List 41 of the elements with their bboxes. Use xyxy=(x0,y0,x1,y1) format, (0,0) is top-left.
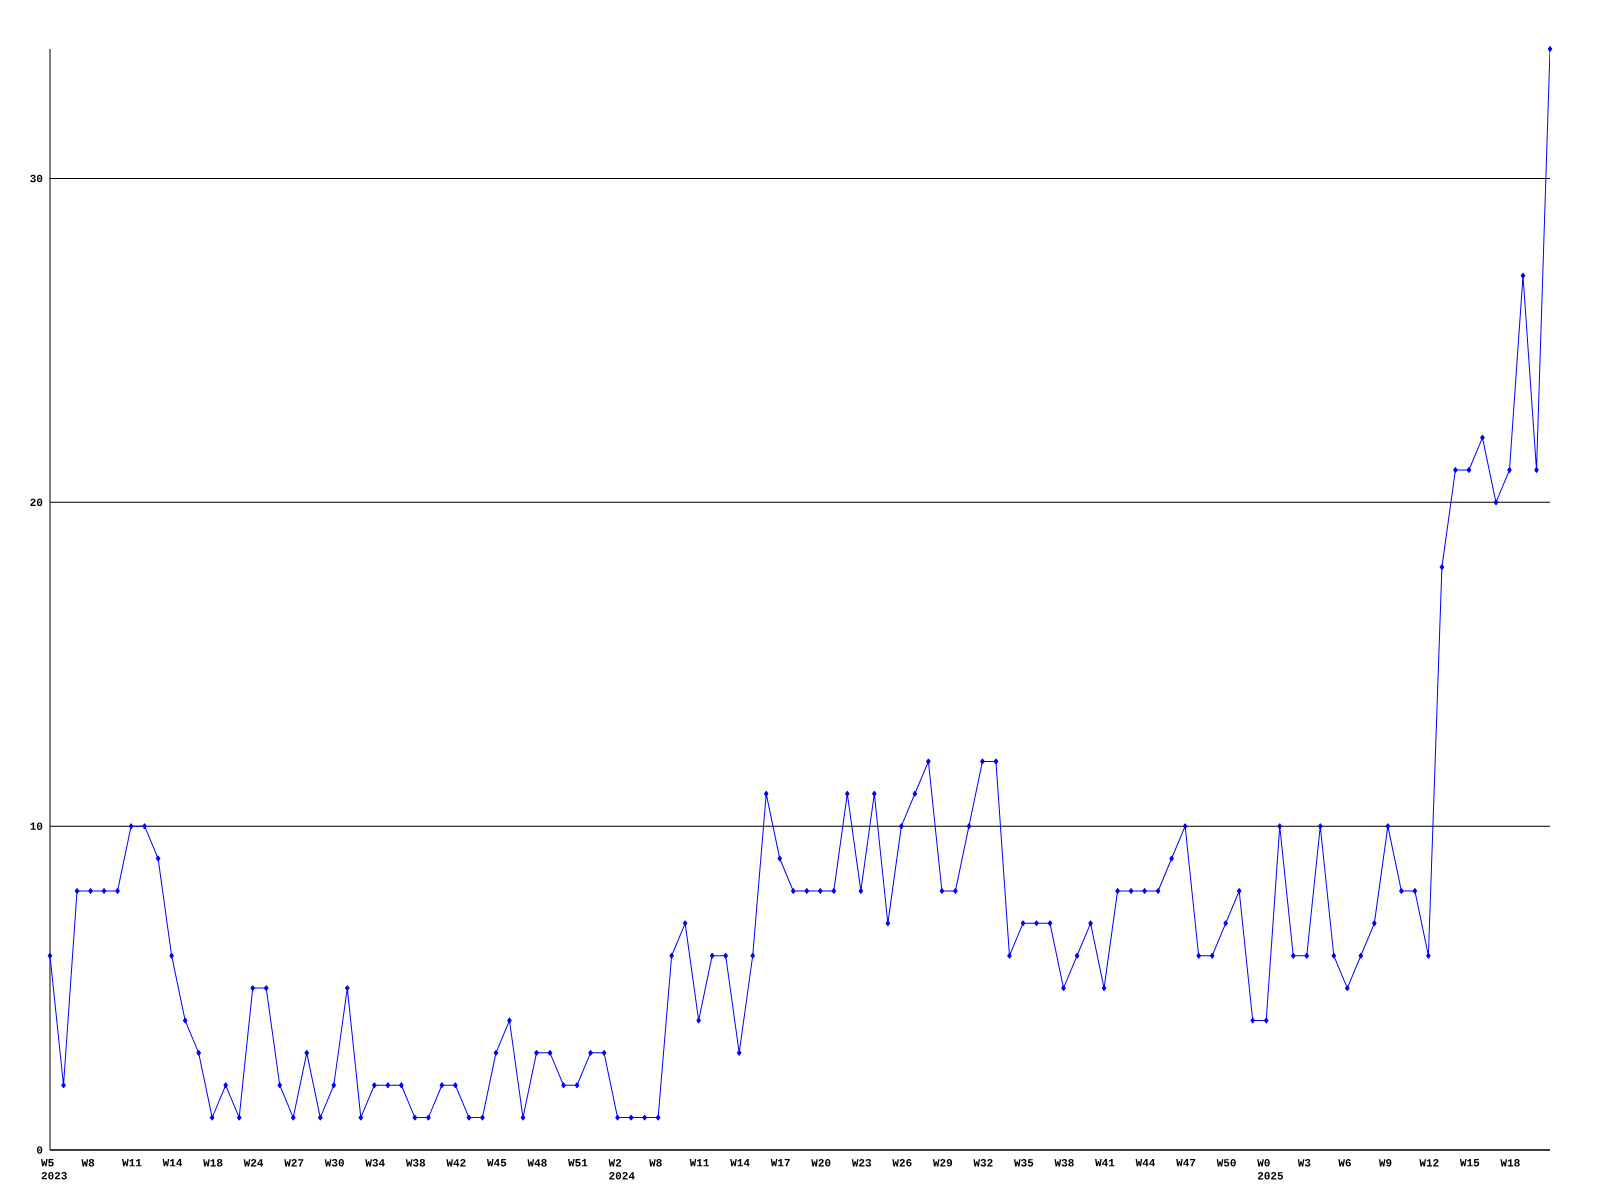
x-tick-label: W38 xyxy=(405,1159,426,1167)
x-tick-label: W45 xyxy=(486,1159,507,1167)
y-tick-label: 0 xyxy=(36,1146,43,1154)
y-tick-label: 20 xyxy=(30,498,43,507)
x-tick-label: W8 xyxy=(81,1159,95,1167)
x-tick-label: W42 xyxy=(446,1159,466,1167)
x-tick-label: W20 xyxy=(811,1159,831,1167)
x-tick-label: W24 xyxy=(243,1159,264,1167)
x-tick-label: W50 xyxy=(1216,1159,1236,1167)
x-tick-label: W18 xyxy=(1500,1159,1520,1167)
x-tick-label: W11 xyxy=(122,1159,142,1167)
x-tick-label: W51 xyxy=(568,1159,588,1167)
y-tick-label: 30 xyxy=(30,174,43,183)
x-tick-label: W34 xyxy=(365,1159,385,1167)
x-tick-label: W11 xyxy=(689,1159,710,1167)
x-tick-label: W30 xyxy=(324,1159,344,1167)
x-tick-label: W9 xyxy=(1378,1159,1392,1167)
x-tick-label: W23 xyxy=(851,1159,872,1167)
x-tick-label: W27 xyxy=(284,1159,304,1167)
x-tick-label: W47 xyxy=(1176,1159,1196,1167)
x-tick-label: W12 xyxy=(1419,1159,1439,1167)
x-tick-label: W15 xyxy=(1459,1159,1480,1167)
x-tick-label: W14 xyxy=(730,1159,750,1167)
x-tick-label: W35 xyxy=(1013,1159,1034,1167)
x-tick-label: W48 xyxy=(527,1159,547,1167)
x-tick-label: W32 xyxy=(973,1159,993,1167)
x-tick-label: W5 2023 xyxy=(41,1159,67,1180)
x-tick-label: W41 xyxy=(1095,1159,1115,1167)
x-tick-label: W38 xyxy=(1054,1159,1074,1167)
y-tick-label: 10 xyxy=(30,822,43,830)
x-tick-label: W18 xyxy=(203,1159,223,1167)
x-tick-label: W8 xyxy=(649,1159,662,1167)
x-tick-label: W2 2024 xyxy=(608,1159,635,1180)
x-tick-label: W26 xyxy=(892,1159,912,1167)
x-tick-label: W14 xyxy=(162,1159,183,1167)
x-tick-label: W29 xyxy=(932,1159,953,1167)
x-tick-label: W0 2025 xyxy=(1257,1159,1284,1180)
x-tick-label: W6 xyxy=(1338,1159,1351,1167)
x-tick-label: W3 xyxy=(1297,1159,1311,1167)
x-tick-label: W17 xyxy=(770,1159,790,1167)
x-tick-label: W44 xyxy=(1135,1159,1156,1167)
